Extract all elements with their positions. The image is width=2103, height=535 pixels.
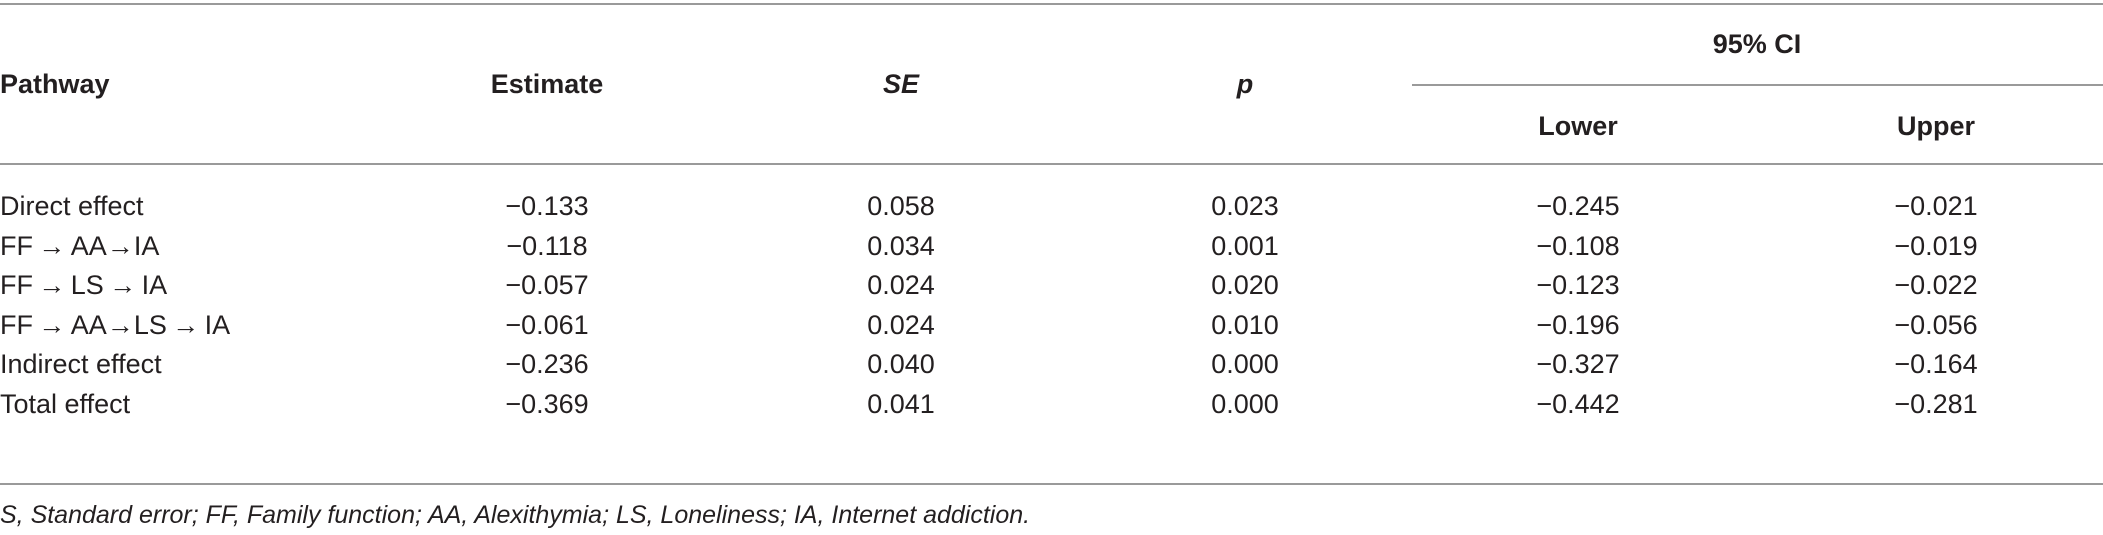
cell-upper: −0.019 [1894, 230, 1978, 261]
header-estimate: Estimate [490, 69, 604, 99]
header-pathway: Pathway [0, 69, 110, 99]
header-p: p [1236, 69, 1254, 99]
ci-header-rule [1412, 84, 2103, 86]
cell-pathway: Total effect [0, 389, 131, 419]
cell-upper: −0.281 [1894, 389, 1978, 419]
cell-se: 0.041 [867, 389, 935, 419]
cell-pathway: Indirect effect [0, 349, 162, 380]
cell-se: 0.040 [867, 349, 935, 380]
cell-se: 0.024 [867, 309, 935, 340]
cell-se: 0.034 [867, 230, 935, 261]
cell-upper: −0.022 [1894, 270, 1978, 301]
cell-pathway: FF → AA→IA [0, 230, 160, 261]
header-upper: Upper [1896, 111, 1976, 141]
cell-p: 0.020 [1211, 270, 1279, 301]
cell-p: 0.000 [1211, 389, 1279, 419]
cell-se: 0.024 [867, 270, 935, 301]
cell-estimate: −0.369 [505, 389, 589, 419]
table-top-rule [0, 3, 2103, 5]
table-bottom-rule [0, 483, 2103, 485]
header-se: SE [882, 69, 920, 99]
cell-estimate: −0.057 [505, 270, 589, 301]
cell-upper: −0.164 [1894, 349, 1978, 380]
header-bottom-rule [0, 163, 2103, 165]
cell-upper: −0.056 [1894, 309, 1978, 340]
cell-estimate: −0.236 [505, 349, 589, 380]
cell-pathway: FF → AA→LS → IA [0, 309, 231, 340]
cell-p: 0.001 [1211, 230, 1279, 261]
cell-pathway: FF → LS → IA [0, 270, 168, 301]
cell-se: 0.058 [867, 191, 935, 221]
cell-p: 0.010 [1211, 309, 1279, 340]
cell-lower: −0.196 [1536, 309, 1620, 340]
cell-estimate: −0.061 [505, 309, 589, 340]
cell-lower: −0.123 [1536, 270, 1620, 301]
cell-p: 0.000 [1211, 349, 1279, 380]
cell-lower: −0.327 [1536, 349, 1620, 380]
cell-lower: −0.108 [1536, 230, 1620, 261]
cell-lower: −0.442 [1536, 389, 1620, 419]
cell-lower: −0.245 [1536, 191, 1620, 221]
cell-p: 0.023 [1211, 191, 1279, 221]
table-footnote: S, Standard error; FF, Family function; … [0, 501, 1031, 529]
cell-upper: −0.021 [1894, 191, 1978, 221]
cell-estimate: −0.118 [506, 230, 588, 261]
header-95ci: 95% CI [1712, 29, 1802, 59]
cell-estimate: −0.133 [505, 191, 589, 221]
cell-pathway: Direct effect [0, 191, 144, 221]
header-lower: Lower [1538, 111, 1618, 141]
